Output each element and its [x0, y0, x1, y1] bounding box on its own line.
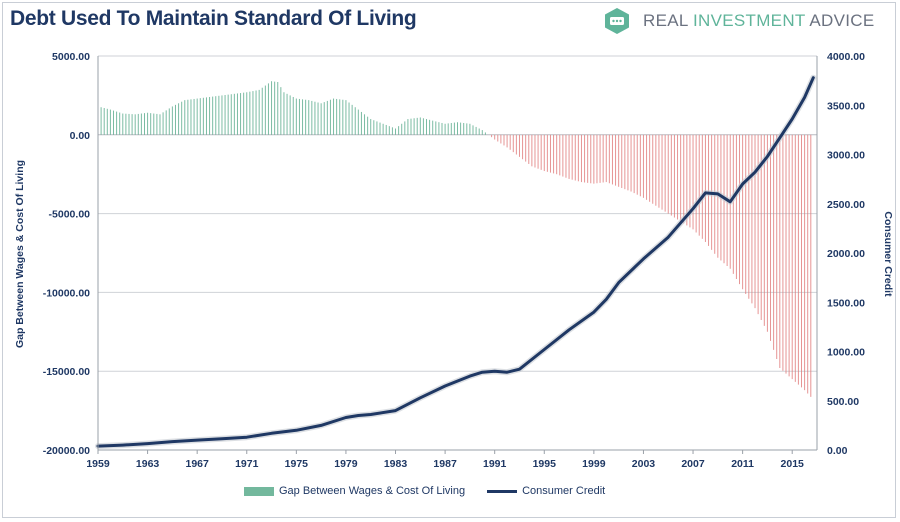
legend: Gap Between Wages & Cost Of Living Consu…	[244, 485, 627, 497]
legend-swatch-bar	[244, 486, 274, 496]
consumer-credit-series-line	[96, 76, 815, 448]
x-tick-label: 1999	[582, 458, 606, 470]
gap-bars	[97, 81, 812, 397]
left-tick-label: -5000.00	[49, 209, 91, 221]
x-tick-label: 1967	[185, 458, 209, 470]
right-tick-label: 3500.00	[827, 100, 865, 112]
brand-name-part1: REAL	[643, 11, 694, 30]
x-tick-label: 1975	[285, 458, 309, 470]
left-tick-label: -20000.00	[43, 445, 90, 457]
legend-label-gap: Gap Between Wages & Cost Of Living	[279, 485, 466, 497]
x-tick-label: 2015	[781, 458, 805, 470]
x-tick-label: 1959	[86, 458, 110, 470]
right-tick-label: 500.00	[827, 396, 859, 408]
right-tick-label: 0.00	[827, 445, 848, 457]
x-tick-label: 1995	[533, 458, 557, 470]
right-tick-label: 4000.00	[827, 51, 865, 63]
consumer-credit-line	[95, 74, 817, 450]
right-tick-label: 2500.00	[827, 199, 865, 211]
x-tick-label: 1963	[136, 458, 160, 470]
legend-item-gap: Gap Between Wages & Cost Of Living	[244, 485, 465, 497]
axes: 5000.00 0.00 -5000.00 -10000.00 -15000.00 -20…	[43, 51, 865, 470]
x-tick-label: 2003	[632, 458, 656, 470]
legend-item-credit: Consumer Credit	[487, 485, 605, 497]
x-tick-label: 2011	[731, 458, 754, 470]
legend-swatch-line	[487, 489, 518, 493]
right-axis-title: Consumer Credit	[882, 211, 894, 297]
chart-title: Debt Used To Maintain Standard Of Living	[10, 7, 417, 30]
left-tick-label: -10000.00	[43, 287, 90, 299]
x-tick-label: 2007	[681, 458, 705, 470]
right-tick-label: 1000.00	[827, 347, 865, 359]
brand-logo-icon	[605, 8, 629, 34]
right-tick-label: 2000.00	[827, 248, 865, 260]
x-tick-label: 1971	[235, 458, 259, 470]
left-tick-label: 5000.00	[52, 51, 90, 63]
left-axis-title: Gap Between Wages & Cost Of Living	[14, 160, 26, 348]
legend-label-credit: Consumer Credit	[522, 485, 606, 497]
brand-name-part2: ADVICE	[805, 11, 875, 30]
consumer-credit-shadow	[95, 74, 817, 450]
x-tick-label: 1991	[483, 458, 507, 470]
brand-name-accent: INVESTMENT	[693, 11, 806, 30]
right-tick-label: 1500.00	[827, 297, 865, 309]
x-tick-label: 1987	[433, 458, 457, 470]
gridlines	[98, 55, 817, 451]
x-tick-label: 1983	[384, 458, 408, 470]
brand: REAL INVESTMENT ADVICE	[603, 6, 874, 36]
left-tick-label: 0.00	[70, 130, 91, 142]
left-tick-label: -15000.00	[43, 366, 90, 378]
brand-name: REAL INVESTMENT ADVICE	[643, 11, 874, 31]
x-tick-label: 1979	[334, 458, 358, 470]
right-tick-label: 3000.00	[827, 150, 865, 162]
